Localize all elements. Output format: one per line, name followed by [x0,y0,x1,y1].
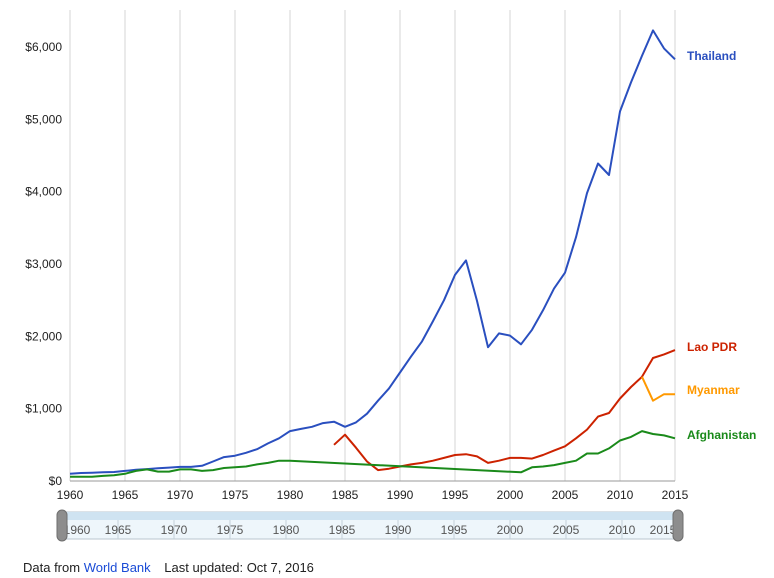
time-range-slider[interactable]: 1960 1965 1970 1975 1980 1985 1990 1995 2000 2005… [56,509,684,542]
range-slider-label: 2010 [609,523,636,537]
x-tick-label: 1990 [387,488,414,502]
x-tick-label: 1985 [332,488,359,502]
range-slider-label: 2015 [650,523,677,537]
chart-footer: Data from World Bank Last updated: Oct 7… [23,560,314,575]
series-label: Afghanistan [687,428,756,442]
range-slider-label: 1965 [105,523,132,537]
line-chart: $0 $1,000 $2,000 $3,000 $4,000 $5,000 $6,000 1… [25,10,756,542]
range-slider-left-handle[interactable] [56,509,68,542]
chart-grid [69,10,676,481]
series-label: Myanmar [687,383,740,397]
y-tick-label: $3,000 [25,257,62,271]
y-tick-label: $4,000 [25,185,62,199]
y-tick-label: $0 [49,474,63,488]
x-tick-label: 1980 [277,488,304,502]
range-slider-label: 1975 [217,523,244,537]
y-tick-label: $2,000 [25,329,62,343]
x-tick-label: 2005 [552,488,579,502]
range-slider-label: 1990 [385,523,412,537]
series-label: Thailand [687,49,736,63]
last-updated: Last updated: Oct 7, 2016 [164,560,314,575]
series-line-afghanistan[interactable] [70,430,676,478]
range-slider-selection [62,512,678,520]
x-tick-label: 1965 [112,488,139,502]
series-line-myanmar[interactable] [641,376,675,402]
y-tick-label: $6,000 [25,40,62,54]
series-lines [69,29,676,478]
source-prefix: Data from [23,560,81,575]
range-slider-label: 1995 [441,523,468,537]
y-tick-label: $1,000 [25,402,62,416]
x-tick-label: 2015 [662,488,689,502]
range-slider-label: 1985 [329,523,356,537]
x-tick-label: 1975 [222,488,249,502]
x-tick-label: 2010 [607,488,634,502]
series-label: Lao PDR [687,340,737,354]
y-tick-label: $5,000 [25,112,62,126]
x-tick-label: 2000 [497,488,524,502]
range-slider-right-handle[interactable] [672,509,684,542]
x-axis-ticks: 1960 1965 1970 1975 1980 1985 1990 1995 2000 2005… [57,488,689,502]
series-labels: Thailand Lao PDR Myanmar Afghanistan [687,49,756,442]
range-slider-label: 2000 [497,523,524,537]
series-line-thailand[interactable] [69,29,676,475]
series-line-lao-pdr[interactable] [333,349,676,472]
y-axis-ticks: $0 $1,000 $2,000 $3,000 $4,000 $5,000 $6,000 [25,40,62,488]
range-slider-label: 1980 [273,523,300,537]
range-slider-label: 1960 [64,523,91,537]
range-slider-label: 2005 [553,523,580,537]
world-bank-link[interactable]: World Bank [83,560,151,575]
x-tick-label: 1970 [167,488,194,502]
range-slider-label: 1970 [161,523,188,537]
x-tick-label: 1995 [442,488,469,502]
x-tick-label: 1960 [57,488,84,502]
